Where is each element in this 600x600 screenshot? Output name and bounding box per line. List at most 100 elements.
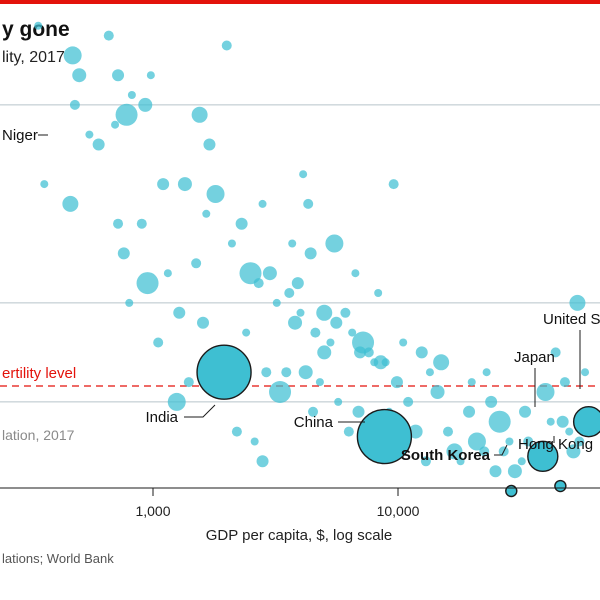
data-point (92, 138, 105, 151)
data-point (517, 457, 526, 466)
data-point (340, 307, 351, 318)
data-point (227, 239, 236, 248)
data-point (505, 437, 514, 446)
data-point (374, 289, 383, 297)
data-point (111, 120, 120, 129)
replacement-fertility-label: ertility level (2, 365, 76, 382)
data-point (485, 395, 498, 408)
data-point (250, 437, 259, 446)
data-point (315, 378, 324, 387)
data-point (138, 97, 153, 112)
data-point (69, 99, 80, 110)
data-point (291, 277, 304, 290)
data-point (34, 21, 43, 30)
data-point (316, 304, 333, 321)
data-point (303, 198, 314, 209)
leader-line-south-korea (494, 444, 508, 456)
data-point (113, 218, 124, 229)
data-point (403, 396, 414, 407)
data-point (559, 377, 570, 388)
data-point (479, 446, 490, 457)
data-point (310, 327, 321, 338)
chart-title: y gone (2, 18, 70, 41)
data-point (467, 432, 486, 451)
data-point (298, 365, 313, 380)
data-point (507, 464, 522, 479)
top-accent-rule (0, 0, 600, 4)
data-point (569, 294, 586, 311)
label-india: India (145, 409, 178, 426)
data-point (443, 426, 454, 437)
data-point (326, 338, 335, 347)
data-point (103, 30, 114, 41)
data-point (433, 354, 450, 371)
data-point (206, 185, 225, 203)
data-point (299, 170, 308, 179)
data-point (85, 130, 94, 139)
data-point (330, 316, 343, 329)
data-point (334, 397, 343, 406)
data-point (231, 426, 242, 437)
data-point (157, 178, 170, 191)
data-point (262, 266, 277, 281)
data-point (556, 415, 569, 428)
data-point (399, 338, 408, 347)
data-point (425, 368, 434, 377)
data-point (62, 195, 79, 212)
data-point (388, 179, 399, 190)
x-tick-label: 1,000 (135, 503, 170, 519)
label-south-korea: South Korea (401, 447, 491, 464)
data-point (519, 405, 532, 418)
data-point (202, 209, 211, 218)
data-point (191, 258, 202, 269)
data-points (34, 21, 590, 479)
highlighted-points: Niger India China Japan United S South Korea H… (2, 127, 600, 498)
highlight-point-china (356, 408, 413, 465)
data-point (136, 218, 147, 229)
data-point (239, 262, 262, 285)
data-point (112, 69, 125, 82)
data-point (281, 367, 292, 378)
label-niger: Niger (2, 127, 38, 144)
data-point (153, 337, 164, 348)
data-point (272, 298, 281, 307)
data-point (325, 234, 344, 253)
data-point (261, 367, 272, 378)
data-point (296, 308, 305, 317)
data-point (72, 68, 87, 83)
chart-subtitle: lity, 2017 (2, 49, 65, 66)
leader-line-india (184, 404, 216, 418)
data-point (256, 455, 269, 468)
label-united-s: United S (543, 311, 600, 328)
data-point (288, 239, 297, 248)
data-point (146, 71, 155, 80)
reference-line-group: ertility level (0, 365, 600, 387)
data-point (536, 383, 555, 401)
data-point (221, 40, 232, 51)
x-axis-title: GDP per capita, $, log scale (206, 527, 393, 544)
label-hong-kong: Hong Kong (518, 436, 593, 453)
data-point (415, 346, 428, 359)
data-point (163, 269, 172, 278)
gridlines (0, 104, 600, 403)
data-point (191, 106, 208, 123)
data-point (581, 368, 590, 377)
size-note: lation, 2017 (2, 427, 75, 443)
data-point (565, 427, 574, 436)
data-point (117, 247, 130, 260)
data-point (115, 103, 138, 126)
highlight-point-japan (527, 440, 559, 473)
highlight-point-south-korea (505, 484, 518, 498)
data-point (288, 315, 303, 330)
highlight-point-india (196, 344, 252, 400)
data-point (253, 278, 264, 289)
label-japan: Japan (514, 349, 555, 366)
data-point (482, 368, 491, 377)
data-point (463, 405, 476, 418)
data-point (430, 385, 445, 399)
highlight-point-hong-kong (554, 479, 567, 493)
data-point (242, 328, 251, 337)
data-point (390, 376, 403, 389)
data-point (352, 405, 365, 418)
data-point (177, 177, 192, 192)
